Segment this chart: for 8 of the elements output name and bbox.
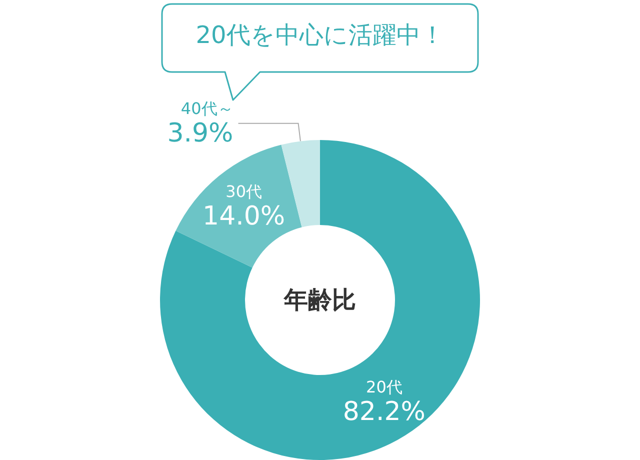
data-label: 14.0% [202, 202, 286, 232]
data-label: 82.2% [342, 396, 426, 427]
slice-label: 20代 [366, 377, 402, 396]
slice-label: 40代～ [180, 98, 234, 118]
text: 20代を中心に活躍中！ [194, 20, 446, 51]
text: 年齢比 [283, 286, 356, 314]
slice-label: 30代 [226, 182, 262, 202]
data-label: 3.9% [167, 118, 234, 148]
